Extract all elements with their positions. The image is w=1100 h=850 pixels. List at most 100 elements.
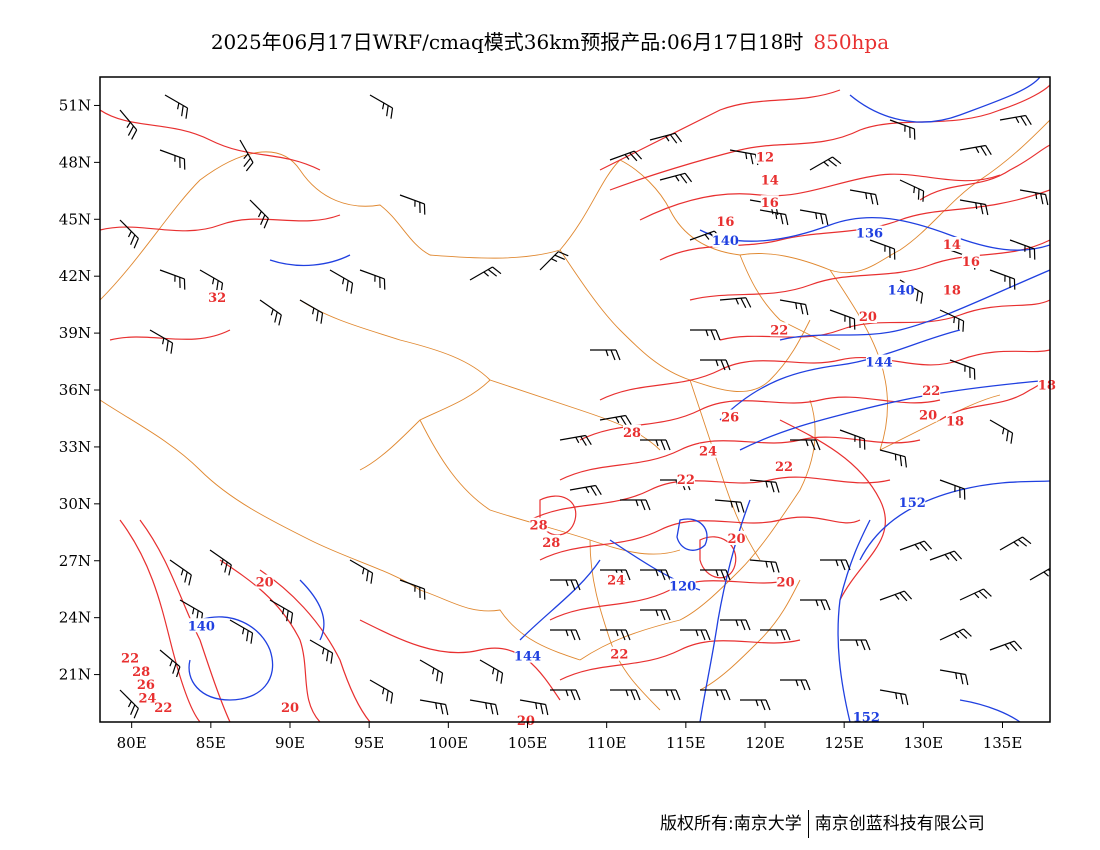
wind-barb	[195, 270, 226, 294]
x-tick-label: 90E	[275, 734, 305, 752]
height-contour-label: 140	[188, 619, 215, 634]
temperature-contour-line	[360, 620, 560, 700]
wind-barb	[610, 150, 642, 170]
y-tick-label: 21N	[59, 666, 91, 684]
label-mask	[610, 647, 628, 661]
wind-barb	[877, 450, 909, 467]
height-contour-label: 144	[865, 356, 892, 371]
height-contour-label: 152	[899, 496, 926, 511]
height-contour-line	[850, 77, 1040, 122]
x-tick-label: 105E	[508, 734, 548, 752]
height-contour-label: 144	[514, 650, 541, 665]
wind-barb	[867, 240, 899, 260]
temperature-contour-line	[220, 560, 320, 722]
x-tick-label: 80E	[117, 734, 147, 752]
title-main: 2025年06月17日WRF/cmaq模式36km预报产品:06月17日18时	[211, 30, 804, 54]
wind-barb	[550, 690, 580, 700]
height-contour-line	[189, 617, 273, 700]
wind-barb	[690, 330, 720, 340]
wind-barb	[895, 280, 926, 304]
temperature-contour-label: 16	[716, 215, 734, 230]
temperature-contour-line	[100, 110, 320, 170]
wind-barb	[720, 620, 750, 630]
label-mask	[623, 425, 641, 439]
wind-barb	[714, 500, 745, 513]
y-tick-label: 33N	[59, 438, 91, 456]
wind-barb	[157, 150, 189, 170]
height-contour-line	[677, 519, 707, 550]
wind-barb	[560, 435, 591, 450]
wind-barb	[540, 249, 568, 277]
wind-barb	[960, 145, 991, 160]
temperature-contour-label: 22	[154, 701, 172, 716]
temperature-contour-label: 20	[281, 701, 299, 716]
label-mask	[256, 575, 274, 589]
wind-barb	[157, 270, 189, 290]
label-mask	[770, 322, 788, 336]
height-contour-line	[700, 218, 1050, 251]
wind-barb	[600, 630, 630, 640]
wind-barb	[620, 500, 650, 510]
wind-barb	[518, 700, 549, 715]
wind-barb	[204, 550, 234, 575]
wind-barb	[827, 310, 859, 330]
temperature-contour-label: 16	[962, 255, 980, 270]
wind-barb	[475, 660, 506, 684]
wind-barb	[640, 570, 670, 580]
wind-barb	[590, 350, 620, 360]
wind-barb	[760, 630, 790, 640]
temperature-contour-label: 28	[132, 665, 150, 680]
wind-barb	[1030, 565, 1061, 589]
wind-barb	[896, 180, 927, 202]
y-tick-label: 30N	[59, 495, 91, 513]
height-contour-label: 140	[888, 283, 915, 298]
label-mask	[853, 709, 879, 723]
wind-barb	[930, 550, 962, 570]
label-mask	[132, 664, 150, 678]
wind-barb	[1000, 115, 1031, 130]
wind-barb	[1007, 240, 1039, 260]
label-mask	[775, 459, 793, 473]
wind-barb	[938, 670, 969, 685]
wind-barb	[365, 95, 396, 119]
wind-barb	[265, 600, 296, 624]
x-tick-label: 135E	[983, 734, 1023, 752]
wind-barb	[749, 560, 780, 573]
wind-barb	[790, 440, 820, 450]
y-tick-label: 51N	[59, 96, 91, 114]
temperature-contour-label: 22	[610, 648, 628, 663]
x-tick-label: 85E	[196, 734, 226, 752]
wind-barb	[600, 415, 631, 430]
wind-barb	[468, 700, 499, 715]
wind-barb	[160, 95, 191, 119]
temperature-contour-line	[600, 350, 1050, 400]
temperature-contour-line	[260, 570, 370, 722]
wind-barb	[1018, 190, 1049, 205]
height-contour-line	[270, 255, 350, 265]
wind-barb	[887, 120, 919, 140]
wind-barb	[640, 440, 670, 450]
label-mask	[756, 150, 774, 164]
height-contour-line	[610, 540, 700, 590]
wind-barb	[225, 620, 256, 644]
temperature-contours	[100, 85, 1050, 722]
temperature-contour-label: 18	[943, 283, 961, 298]
temperature-contour-label: 12	[756, 151, 774, 166]
label-mask	[607, 573, 625, 587]
wind-barb	[231, 140, 255, 171]
wind-barb	[640, 610, 670, 620]
x-tick-label: 130E	[904, 734, 944, 752]
label-mask	[888, 282, 914, 296]
label-mask	[670, 578, 696, 592]
height-contour-line	[700, 500, 750, 722]
title-level: 850hpa	[813, 30, 889, 54]
x-tick-label: 100E	[429, 734, 469, 752]
wind-barb	[985, 420, 1016, 444]
temperature-contour-label: 28	[530, 519, 548, 534]
label-mask	[208, 290, 226, 304]
wind-barb	[990, 640, 1022, 660]
temperature-contour-line	[920, 145, 1050, 200]
wind-barb	[900, 540, 932, 560]
wind-barb	[680, 630, 710, 640]
